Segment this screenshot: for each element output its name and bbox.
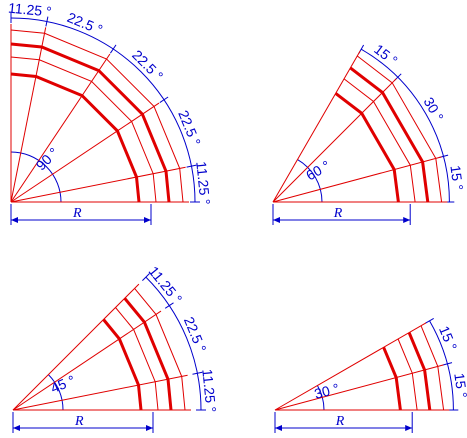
- segment-label-90-5: 11.25 °: [193, 161, 213, 206]
- segment-label-60-1: 15 °: [371, 41, 401, 69]
- segment-label-45-3: 11.25 °: [199, 368, 219, 413]
- dimension-arc: [145, 276, 202, 411]
- segment-inner-wall: [102, 318, 143, 411]
- segment-outer-guide: [134, 288, 186, 411]
- radial-line: [10, 102, 160, 203]
- radial-line: [274, 322, 427, 411]
- dimension-arc: [429, 320, 454, 411]
- angle-label-30: 30 °: [313, 380, 341, 402]
- segment-inner-guide: [115, 307, 159, 411]
- segment-label-30-2: 15 °: [451, 372, 467, 399]
- diagram-45-degree: 45 ° R 11.25 ° 22.5 ° 11.25 °: [12, 263, 219, 433]
- radius-label-45: R: [74, 414, 84, 429]
- radial-line: [272, 78, 397, 203]
- segment-label-90-1: 11.25 °: [8, 0, 53, 20]
- radial-line: [274, 364, 444, 411]
- dimension-arc: [360, 48, 450, 203]
- segment-label-60-2: 30 °: [421, 94, 447, 124]
- radial-line: [12, 310, 162, 411]
- radial-line: [272, 156, 442, 203]
- segment-inner-wall: [10, 72, 141, 203]
- dimension-arc: [10, 17, 196, 203]
- radial-line: [10, 53, 111, 203]
- segment-outer-wall: [123, 297, 173, 411]
- radial-line: [12, 374, 188, 411]
- diagram-90-degree: 90 ° R 11.25 ° 22.5 ° 22.5 ° 22.5 ° 11.2…: [8, 0, 213, 225]
- segment-outer-wall: [349, 66, 430, 203]
- radial-line: [10, 27, 47, 203]
- radius-label-60: R: [333, 206, 343, 221]
- segment-outer-guide: [10, 29, 184, 203]
- diagram-30-degree: 30 ° R 15 ° 15 °: [274, 317, 467, 433]
- radial-line: [12, 283, 140, 411]
- segment-label-60-3: 15 °: [447, 164, 466, 191]
- radius-label-30: R: [335, 414, 345, 429]
- segment-label-30-1: 15 °: [436, 324, 460, 353]
- segment-outer-wall: [10, 42, 171, 203]
- angle-arc: [48, 374, 64, 411]
- radial-line: [10, 166, 186, 203]
- radius-label-90: R: [72, 206, 82, 221]
- segment-inner-guide: [10, 56, 157, 203]
- segment-inner-guide: [343, 78, 416, 203]
- segment-outer-guide: [356, 55, 443, 203]
- angle-label-60: 60 °: [303, 157, 333, 183]
- angle-label-45: 45 °: [48, 372, 77, 396]
- radial-line: [272, 50, 361, 203]
- diagram-60-degree: 60 ° R 15 ° 30 ° 15 °: [272, 41, 467, 225]
- angle-arc: [297, 159, 323, 203]
- segment-inner-wall: [334, 92, 400, 203]
- angle-label-90: 90 °: [33, 144, 62, 173]
